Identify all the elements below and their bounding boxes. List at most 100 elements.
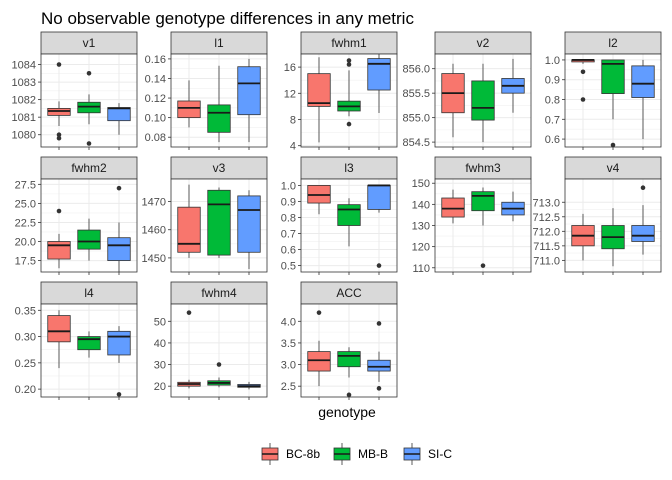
- box-MB-B: [207, 65, 231, 143]
- box-iqr: [367, 359, 391, 372]
- box-iqr: [107, 107, 131, 122]
- y-tick-label: 4.0: [281, 316, 296, 328]
- facet-strip-label: ACC: [336, 286, 362, 300]
- box-iqr: [77, 229, 101, 250]
- box-BC-8b: [177, 184, 201, 258]
- y-tick-label: 0.08: [145, 132, 166, 144]
- outlier-point: [56, 208, 62, 214]
- legend: BC-8b MB-B SI-C: [261, 443, 452, 465]
- outlier-point: [116, 392, 122, 397]
- y-tick-label: 855.0: [402, 113, 430, 125]
- y-tick-label: 1082: [12, 95, 36, 107]
- facet-l1: l1 0.08 0.10 0.12 0.14 0.16: [145, 31, 268, 150]
- facet-panel-border: [40, 53, 138, 148]
- y-tick-label: 0.10: [145, 113, 166, 125]
- y-tick-label: 30: [154, 360, 166, 372]
- box-iqr: [237, 66, 261, 116]
- box-iqr: [177, 100, 201, 119]
- box-iqr: [237, 195, 261, 253]
- outlier-point: [346, 62, 352, 67]
- box-SI-C: [237, 190, 261, 270]
- y-tick-label: 855.5: [402, 88, 430, 100]
- box-MB-B: [77, 218, 101, 261]
- y-tick-label: 854.5: [402, 137, 430, 149]
- facet-strip-label: l3: [344, 161, 354, 175]
- y-tick-label: 20: [154, 381, 166, 393]
- box-iqr: [107, 330, 131, 356]
- box-MB-B: [337, 198, 361, 247]
- y-tick-label: 1460: [142, 225, 166, 237]
- box-iqr: [631, 65, 655, 98]
- y-tick-label: 856.0: [402, 64, 430, 76]
- y-tick-label: 40: [154, 338, 166, 350]
- facet-strip-label: fwhm3: [465, 161, 501, 175]
- y-tick-label: 711.0: [533, 255, 560, 267]
- box-SI-C: [631, 59, 655, 140]
- facet-strip-label: v2: [477, 36, 490, 50]
- facet-strip-label: l1: [214, 36, 224, 50]
- legend-item-MB-B: MB-B: [333, 443, 388, 465]
- box-MB-B: [77, 331, 101, 358]
- y-tick-label: 0.35: [15, 305, 36, 317]
- y-tick-label: 140: [412, 199, 430, 211]
- box-BC-8b: [177, 80, 201, 128]
- y-tick-label: 0.7: [545, 114, 560, 126]
- y-tick-label: 0.9: [281, 196, 296, 208]
- y-tick-label: 16: [284, 62, 296, 74]
- box-MB-B: [471, 187, 495, 268]
- facet-ACC: ACC 2.5 3.0 3.5 4.0: [281, 281, 398, 400]
- box-SI-C: [107, 185, 131, 272]
- y-tick-label: 712.5: [532, 212, 560, 224]
- box-MB-B: [337, 347, 361, 398]
- box-BC-8b: [307, 310, 331, 387]
- y-tick-label: 25.0: [15, 198, 36, 210]
- y-tick-label: 1083: [12, 77, 36, 89]
- facet-fwhm2: fwhm2 17.5 20.0 22.5 25.0 27.5: [15, 156, 138, 275]
- legend-label: SI-C: [428, 447, 452, 461]
- y-tick-label: 0.8: [545, 95, 560, 107]
- facet-fwhm3: fwhm3 110 120 130 140 150: [412, 156, 532, 275]
- outlier-point: [56, 132, 62, 138]
- box-SI-C: [501, 191, 525, 222]
- y-tick-label: 120: [412, 242, 430, 254]
- box-SI-C: [237, 381, 261, 390]
- y-tick-label: 1080: [12, 130, 36, 142]
- outlier-point: [610, 142, 616, 148]
- y-tick-label: 0.14: [145, 73, 166, 85]
- facet-strip-label: l2: [608, 36, 618, 50]
- facet-panel-border: [40, 303, 138, 398]
- facet-v3: v3 1450 1460 1470: [142, 156, 268, 275]
- facet-panel-border: [564, 178, 662, 273]
- box-iqr: [47, 241, 71, 260]
- y-tick-label: 0.9: [545, 75, 560, 87]
- outlier-point: [580, 97, 586, 102]
- box-iqr: [631, 225, 655, 242]
- outlier-point: [376, 263, 382, 268]
- box-SI-C: [107, 103, 131, 135]
- x-axis-label: genotype: [318, 404, 376, 420]
- facet-panel-border: [300, 178, 398, 273]
- outlier-point: [640, 185, 646, 191]
- y-tick-label: 0.25: [15, 358, 36, 370]
- facet-l2: l2 0.6 0.7 0.8 0.9 1.0: [545, 31, 662, 150]
- facet-grid: v1 1080 1081 1082 1083 1084 l1 0.08 0.10 0.12 0.14…: [12, 31, 662, 400]
- y-tick-label: 27.5: [15, 179, 36, 191]
- outlier-point: [56, 62, 62, 67]
- y-tick-label: 110: [412, 263, 430, 275]
- box-SI-C: [107, 326, 131, 397]
- facet-strip-label: v3: [213, 161, 226, 175]
- legend-label: MB-B: [358, 447, 388, 461]
- box-iqr: [367, 58, 391, 91]
- outlier-point: [480, 263, 486, 268]
- y-tick-label: 20.0: [15, 237, 36, 249]
- box-iqr: [177, 206, 201, 253]
- y-tick-label: 713.0: [532, 197, 560, 209]
- y-tick-label: 0.12: [145, 93, 166, 105]
- outlier-point: [186, 310, 192, 315]
- facet-fwhm1: fwhm1 4 8 12 16: [284, 31, 398, 153]
- box-iqr: [107, 237, 131, 261]
- box-iqr: [307, 351, 331, 372]
- outlier-point: [376, 321, 382, 326]
- box-MB-B: [601, 208, 625, 267]
- box-BC-8b: [441, 189, 465, 224]
